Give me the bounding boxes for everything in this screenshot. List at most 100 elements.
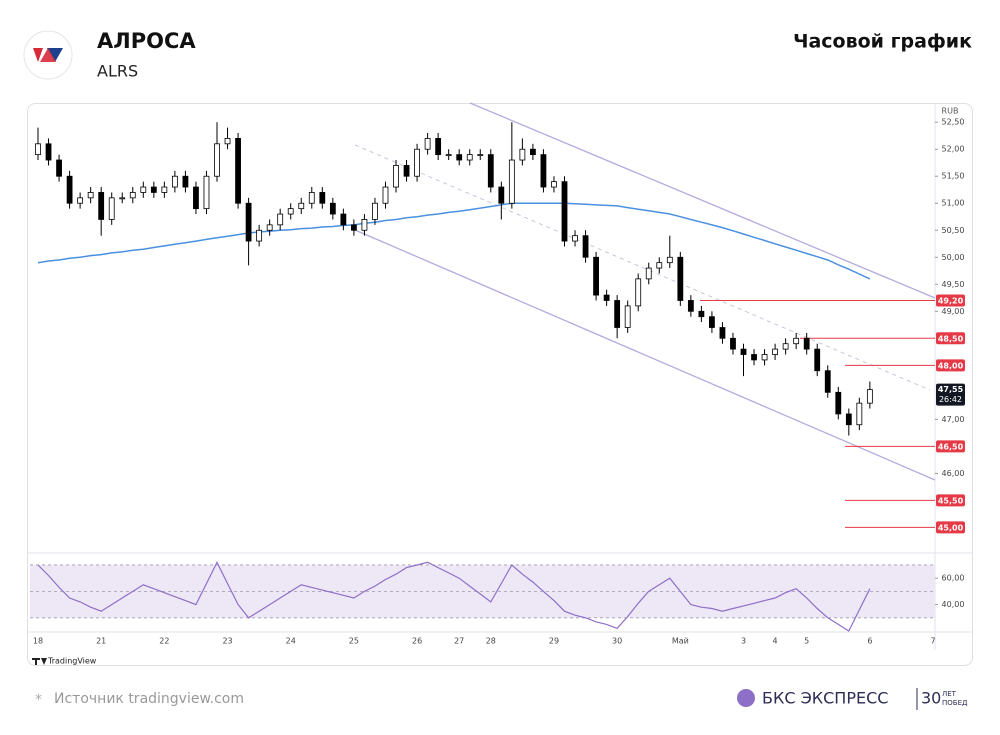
candle-body <box>140 186 147 193</box>
y-tick-label: 47,00 <box>942 415 965 424</box>
candle-body <box>687 300 694 312</box>
candle-body <box>361 219 368 231</box>
candle-body <box>582 235 589 258</box>
last-price-tag <box>936 383 965 406</box>
candle-body <box>193 186 199 210</box>
candle-body <box>287 208 294 215</box>
candle-body <box>709 316 715 328</box>
candle-body <box>150 186 157 193</box>
level-label: 49,20 <box>938 296 964 305</box>
candle-body <box>624 305 631 328</box>
x-tick-label: Май <box>672 637 689 646</box>
rsi-tick-label: 40,00 <box>942 600 965 609</box>
tv-logo <box>32 658 47 665</box>
candle-body <box>477 154 484 157</box>
x-tick-label: 28 <box>486 637 496 646</box>
candle-body <box>214 143 220 177</box>
candle-body <box>45 143 52 161</box>
years: 30 <box>921 689 941 708</box>
candle-body <box>35 143 41 156</box>
x-tick-label: 24 <box>286 637 296 646</box>
level-label: 48,50 <box>938 334 964 343</box>
candle-body <box>445 154 452 157</box>
x-tick-label: 25 <box>349 637 359 646</box>
candle-body <box>182 175 189 188</box>
candle-body <box>551 181 557 188</box>
x-tick-label: 4 <box>773 637 778 646</box>
candle-body <box>666 256 673 264</box>
candle-body <box>856 402 863 426</box>
candle-body <box>498 186 505 204</box>
candle-body <box>814 348 821 372</box>
last-price-timer: 26:42 <box>939 395 962 404</box>
candle-body <box>751 354 757 361</box>
candle-body <box>645 267 652 280</box>
candle-body <box>403 165 410 177</box>
candle-body <box>866 389 873 404</box>
candle-body <box>350 224 357 231</box>
candle-body <box>161 186 168 193</box>
x-tick-label: 30 <box>612 637 622 646</box>
brand: БКС ЭКСПРЕСС <box>762 689 888 708</box>
moving-average <box>37 202 871 280</box>
x-tick-label: 22 <box>159 637 169 646</box>
chart-label: Часовой график <box>793 31 972 53</box>
candle-body <box>572 235 578 242</box>
candle-body <box>245 202 252 242</box>
candle-body <box>171 175 178 188</box>
level-tag <box>936 521 965 534</box>
candle-body <box>87 192 94 199</box>
currency: RUB <box>942 107 959 116</box>
candle-body <box>614 300 621 328</box>
x-tick-label: 18 <box>33 637 43 646</box>
x-tick-label: 21 <box>96 637 106 646</box>
note-mark: * <box>35 692 42 708</box>
candle-body <box>235 138 241 204</box>
y-tick-label: 51,00 <box>942 199 965 208</box>
title: АЛРОСА <box>97 29 196 53</box>
candle-body <box>340 213 347 226</box>
level-label: 48,00 <box>938 361 964 370</box>
x-tick-label: 6 <box>867 637 872 646</box>
level-tag <box>936 494 965 507</box>
candle-body <box>635 278 642 307</box>
candle-body <box>845 413 852 426</box>
level-label: 46,50 <box>938 442 964 451</box>
candle-body <box>277 213 284 226</box>
years-caption: ЛЕТ <box>942 690 957 698</box>
candle-body <box>824 370 831 393</box>
candle-body <box>466 154 473 161</box>
chart-layer: 52,50 52,00 51,50 51,00 50,50 50,00 49,50 49,00… <box>30 118 965 646</box>
source: Источник tradingview.com <box>54 691 244 707</box>
level-tag <box>936 440 965 453</box>
candle-body <box>677 256 684 301</box>
candle-body <box>56 159 62 177</box>
candle-body <box>719 327 726 339</box>
candle-body <box>782 343 789 350</box>
candle-body <box>382 186 389 204</box>
level-tag <box>936 359 965 372</box>
candle-body <box>803 337 810 350</box>
y-tick-label: 51,50 <box>942 172 965 181</box>
candle-body <box>508 159 515 204</box>
candle-body <box>266 224 273 231</box>
candle-body <box>793 337 800 345</box>
rsi-tick-label: 60,00 <box>942 574 965 583</box>
candle-body <box>593 256 599 296</box>
level-label: 45,50 <box>938 496 964 505</box>
candle-body <box>603 294 610 301</box>
y-tick-label: 50,00 <box>942 253 965 262</box>
candle-body <box>772 348 778 355</box>
candle-body <box>698 310 705 318</box>
ticker: ALRS <box>97 62 138 81</box>
candle-body <box>372 202 378 220</box>
candle-body <box>203 175 210 210</box>
x-tick-label: 29 <box>549 637 559 646</box>
candle-body <box>456 154 463 161</box>
candle-body <box>108 197 115 220</box>
x-tick-label: 3 <box>741 637 746 646</box>
y-tick-label: 49,50 <box>942 280 965 289</box>
x-tick-label: 23 <box>222 637 232 646</box>
y-tick-label: 46,00 <box>942 469 965 478</box>
